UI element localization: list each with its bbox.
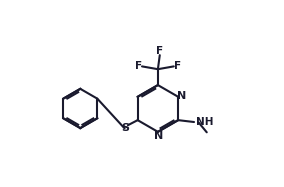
Text: N: N <box>177 91 186 101</box>
Text: F: F <box>156 46 163 56</box>
Text: S: S <box>121 123 129 133</box>
Text: F: F <box>174 61 181 71</box>
Text: NH: NH <box>196 117 213 127</box>
Text: N: N <box>154 131 164 141</box>
Text: F: F <box>135 61 142 71</box>
